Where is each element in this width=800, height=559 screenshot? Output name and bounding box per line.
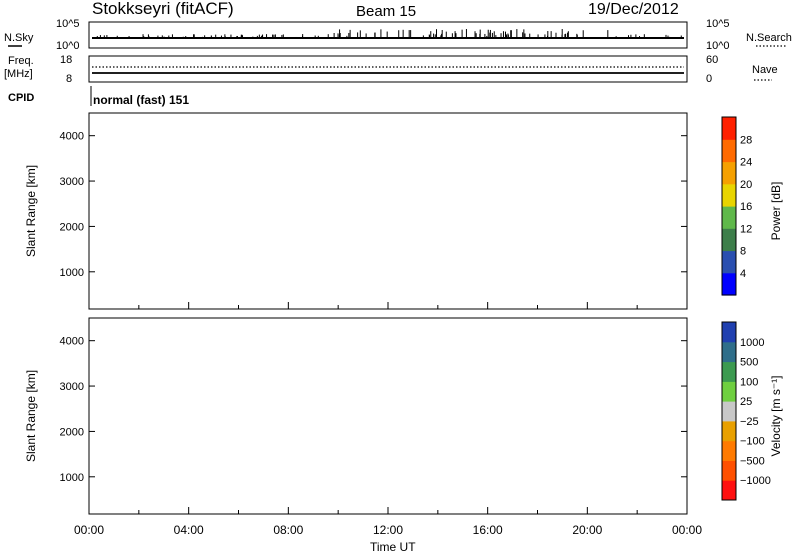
- power-colorbar-swatch: [722, 250, 736, 274]
- nsky-tick-top: 10^5: [56, 18, 80, 30]
- velocity-colorbar-swatch: [722, 460, 736, 481]
- power-colorbar-tick: 8: [740, 246, 746, 258]
- power-colorbar-swatch: [722, 272, 736, 296]
- velocity-colorbar-swatch: [722, 401, 736, 422]
- power-colorbar: 4 8 12 16 20 24 28: [721, 116, 752, 296]
- nsky-panel: [88, 21, 688, 49]
- y-tick-label: 1000: [60, 267, 84, 279]
- velocity-colorbar-tick: −500: [740, 455, 765, 467]
- freq-tick-top: 18: [60, 54, 72, 66]
- nsearch-tick-bottom: 10^0: [706, 40, 730, 52]
- x-tick-label: 00:00: [74, 523, 104, 537]
- x-tick-label: 16:00: [473, 523, 503, 537]
- freq-label-1: Freq.: [8, 55, 34, 67]
- power-ylabel: Slant Range [km]: [24, 165, 38, 257]
- velocity-colorbar: −1000 −500 −100 −25 25 100 500 1000: [721, 321, 771, 501]
- velocity-colorbar-swatch: [722, 440, 736, 461]
- velocity-panel-frame: [88, 317, 688, 515]
- power-colorbar-tick: 28: [740, 134, 752, 146]
- y-tick-label: 1000: [60, 472, 84, 484]
- power-colorbar-tick: 24: [740, 157, 752, 169]
- date-title: 19/Dec/2012: [588, 1, 679, 18]
- velocity-axes: 1000 2000 3000 4000: [60, 336, 688, 514]
- x-tick-label: 08:00: [273, 523, 303, 537]
- velocity-colorbar-tick: −100: [740, 436, 765, 448]
- power-colorbar-swatch: [722, 206, 736, 229]
- power-colorbar-swatch: [722, 139, 736, 163]
- y-tick-label: 3000: [60, 381, 84, 393]
- velocity-colorbar-swatch: [722, 381, 736, 402]
- velocity-colorbar-tick: 100: [740, 376, 758, 388]
- velocity-colorbar-swatch: [722, 322, 736, 343]
- nave-tick-bottom: 0: [706, 73, 712, 85]
- nsearch-tick-top: 10^5: [706, 18, 730, 30]
- x-tick-label: 04:00: [174, 523, 204, 537]
- power-colorbar-tick: 4: [740, 268, 746, 280]
- power-panel-frame: [88, 112, 688, 310]
- time-axis-ticks: 00:00 04:00 08:00 12:00 16:00 20:00 00:00: [74, 523, 702, 537]
- velocity-colorbar-swatch: [722, 341, 736, 363]
- nsky-label: N.Sky: [4, 32, 34, 44]
- power-colorbar-tick: 20: [740, 179, 752, 191]
- velocity-ylabel: Slant Range [km]: [24, 370, 38, 462]
- y-tick-label: 3000: [60, 176, 84, 188]
- power-colorbar-tick: 16: [740, 201, 752, 213]
- freq-panel: [88, 55, 688, 83]
- power-colorbar-label: Power [dB]: [769, 182, 783, 241]
- cpid-label: CPID: [8, 92, 34, 104]
- power-colorbar-frame: [721, 116, 737, 296]
- velocity-colorbar-tick: 1000: [740, 337, 764, 349]
- x-tick-label: 20:00: [572, 523, 602, 537]
- freq-tick-bottom: 8: [66, 73, 72, 85]
- velocity-colorbar-swatch: [722, 420, 736, 442]
- nave-tick-top: 60: [706, 54, 718, 66]
- x-tick-label: 12:00: [373, 523, 403, 537]
- velocity-colorbar-tick: 500: [740, 357, 758, 369]
- power-colorbar-swatch: [722, 228, 736, 252]
- nsky-tick-bottom: 10^0: [56, 40, 80, 52]
- y-tick-label: 2000: [60, 221, 84, 233]
- power-colorbar-swatch: [722, 117, 736, 140]
- velocity-colorbar-tick: −1000: [740, 475, 771, 487]
- power-colorbar-swatch: [722, 183, 736, 207]
- cpid-value: normal (fast) 151: [93, 93, 189, 107]
- y-tick-label: 4000: [60, 131, 84, 143]
- y-tick-label: 4000: [60, 336, 84, 348]
- freq-label-2: [MHz]: [4, 68, 33, 80]
- velocity-colorbar-frame: [721, 321, 737, 501]
- y-tick-label: 2000: [60, 426, 84, 438]
- nsearch-label: N.Search: [746, 32, 792, 44]
- beam-title: Beam 15: [356, 3, 416, 20]
- power-axes: 1000 2000 3000 4000: [60, 131, 688, 309]
- nsky-trace: [92, 29, 684, 39]
- nave-label: Nave: [752, 64, 778, 76]
- station-title: Stokkseyri (fitACF): [92, 0, 234, 18]
- velocity-colorbar-swatch: [722, 480, 736, 501]
- x-tick-label: 00:00: [672, 523, 702, 537]
- velocity-colorbar-tick: −25: [740, 416, 759, 428]
- velocity-colorbar-tick: 25: [740, 396, 752, 408]
- power-colorbar-tick: 12: [740, 223, 752, 235]
- velocity-colorbar-label: Velocity [m s⁻¹]: [769, 375, 783, 456]
- time-axis-label: Time UT: [370, 540, 416, 554]
- velocity-colorbar-swatch: [722, 361, 736, 382]
- power-colorbar-swatch: [722, 161, 736, 185]
